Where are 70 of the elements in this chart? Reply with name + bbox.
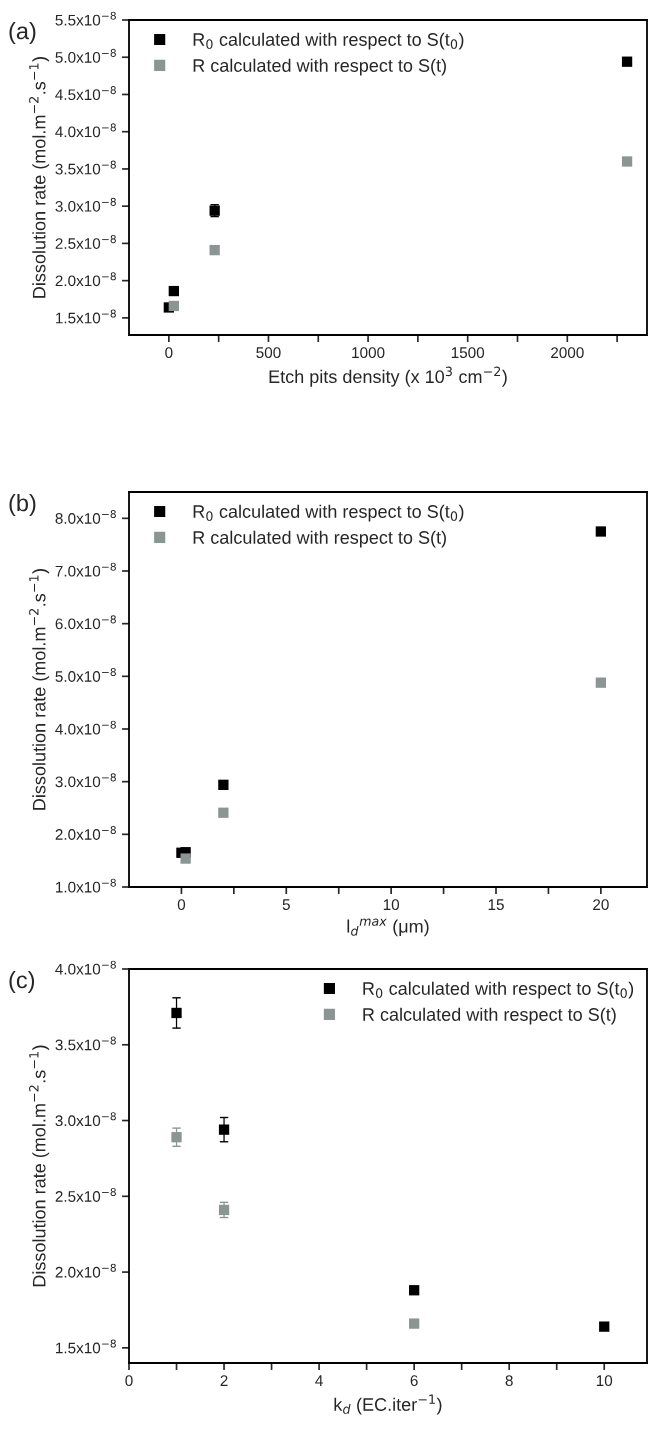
point xyxy=(621,56,633,67)
y-tick-label: 1.5x10$^{−8}$ xyxy=(56,309,116,324)
legend-label: R$_{0}$ calculated with respect to S(t$_{0}$) xyxy=(193,504,464,522)
text: (b) xyxy=(9,494,36,516)
point xyxy=(595,526,607,537)
y-tick-label: 3.0x10$^{−8}$ xyxy=(55,1112,116,1127)
point xyxy=(171,1007,182,1019)
y-tick-label: 3.0x10$^{−8}$ xyxy=(55,197,116,212)
x-tick-label: 2 xyxy=(220,1375,228,1386)
y-tick-label: 4.0x10$^{−8}$ xyxy=(55,960,116,975)
x-tick-label: 1000 xyxy=(352,347,385,359)
x-tick-label: 20 xyxy=(593,899,609,911)
y-axis-title: Dissolution rate (mol.m$^{−2}$.s$^{−1}$) xyxy=(29,569,50,810)
point xyxy=(168,285,179,297)
x-axis-title: Etch pits density (x 10$^{3}$ cm$^{−2}$) xyxy=(269,366,507,387)
y-tick-label: 2.0x10$^{−8}$ xyxy=(55,1263,116,1278)
y-tick-label: 3.0x10$^{−8}$ xyxy=(55,773,116,788)
y-tick-label: 3.5x10$^{−8}$ xyxy=(55,160,116,175)
y-tick-label: 5.0x10$^{−8}$ xyxy=(55,48,116,63)
x-tick-label: 0 xyxy=(125,1375,133,1387)
y-axis-title: Dissolution rate (mol.m$^{−2}$.s$^{−1}$) xyxy=(29,57,50,298)
y-tick-label: 2.0x10$^{−8}$ xyxy=(55,825,116,840)
x-tick-label: 500 xyxy=(256,347,281,359)
point xyxy=(595,677,607,688)
y-tick-label: 5.0x10$^{−8}$ xyxy=(55,667,116,682)
y-tick-label: 4.0x10$^{−8}$ xyxy=(55,720,116,735)
y-tick-label: 8.0x10$^{−8}$ xyxy=(55,509,116,524)
x-axis-title: l$_{d}$$^{max}$ (μm) xyxy=(347,918,429,937)
legend-label: R calculated with respect to S(t) xyxy=(193,58,446,76)
x-tick-label: 0 xyxy=(177,899,186,911)
y-tick-label: 3.5x10$^{−8}$ xyxy=(55,1036,116,1051)
y-tick-label: 5.5x10$^{−8}$ xyxy=(55,11,116,26)
x-tick-label: 5 xyxy=(282,899,290,911)
x-tick-label: 10 xyxy=(596,1375,613,1387)
y-tick-label: 6.0x10$^{−8}$ xyxy=(55,615,116,630)
x-tick-label: 1500 xyxy=(451,347,485,359)
point xyxy=(599,1321,610,1332)
y-axis-title: Dissolution rate (mol.m$^{−2}$.s$^{−1}$) xyxy=(29,1045,50,1287)
legend-label: R calculated with respect to S(t) xyxy=(363,1007,616,1025)
legend-label: R$_{0}$ calculated with respect to S(t$_{0}$) xyxy=(193,32,464,50)
text: (c) xyxy=(9,971,35,993)
point xyxy=(218,779,229,790)
point xyxy=(408,1318,420,1329)
point xyxy=(168,300,179,312)
point xyxy=(218,1124,230,1135)
x-tick-label: 6 xyxy=(410,1375,418,1387)
x-tick-label: 2000 xyxy=(551,347,584,359)
legend-label: R$_{0}$ calculated with respect to S(t$_{0}$) xyxy=(363,981,634,999)
x-tick-label: 15 xyxy=(488,899,504,911)
x-tick-label: 10 xyxy=(383,899,400,911)
x-tick-label: 4 xyxy=(315,1375,323,1386)
y-tick-label: 1.5x10$^{−8}$ xyxy=(56,1339,116,1354)
legend-label: R calculated with respect to S(t) xyxy=(193,530,446,548)
y-tick-label: 4.5x10$^{−8}$ xyxy=(55,86,116,101)
point xyxy=(408,1285,420,1296)
point xyxy=(180,853,191,864)
x-axis-title: k$_{d}$ (EC.iter$^{−1}$) xyxy=(334,1394,442,1415)
y-tick-label: 2.5x10$^{−8}$ xyxy=(55,1187,116,1202)
y-tick-label: 4.0x10$^{−8}$ xyxy=(55,123,116,138)
y-tick-label: 2.5x10$^{−8}$ xyxy=(55,235,116,249)
point xyxy=(171,1132,182,1143)
y-tick-label: 2.0x10$^{−8}$ xyxy=(55,272,116,287)
y-tick-label: 7.0x10$^{−8}$ xyxy=(55,562,116,577)
x-tick-label: 0 xyxy=(165,347,173,359)
point xyxy=(218,807,229,818)
text: (a) xyxy=(9,22,36,44)
x-tick-label: 8 xyxy=(505,1375,513,1387)
y-tick-label: 1.0x10$^{−8}$ xyxy=(56,878,116,893)
point xyxy=(209,244,220,256)
point xyxy=(621,156,633,167)
